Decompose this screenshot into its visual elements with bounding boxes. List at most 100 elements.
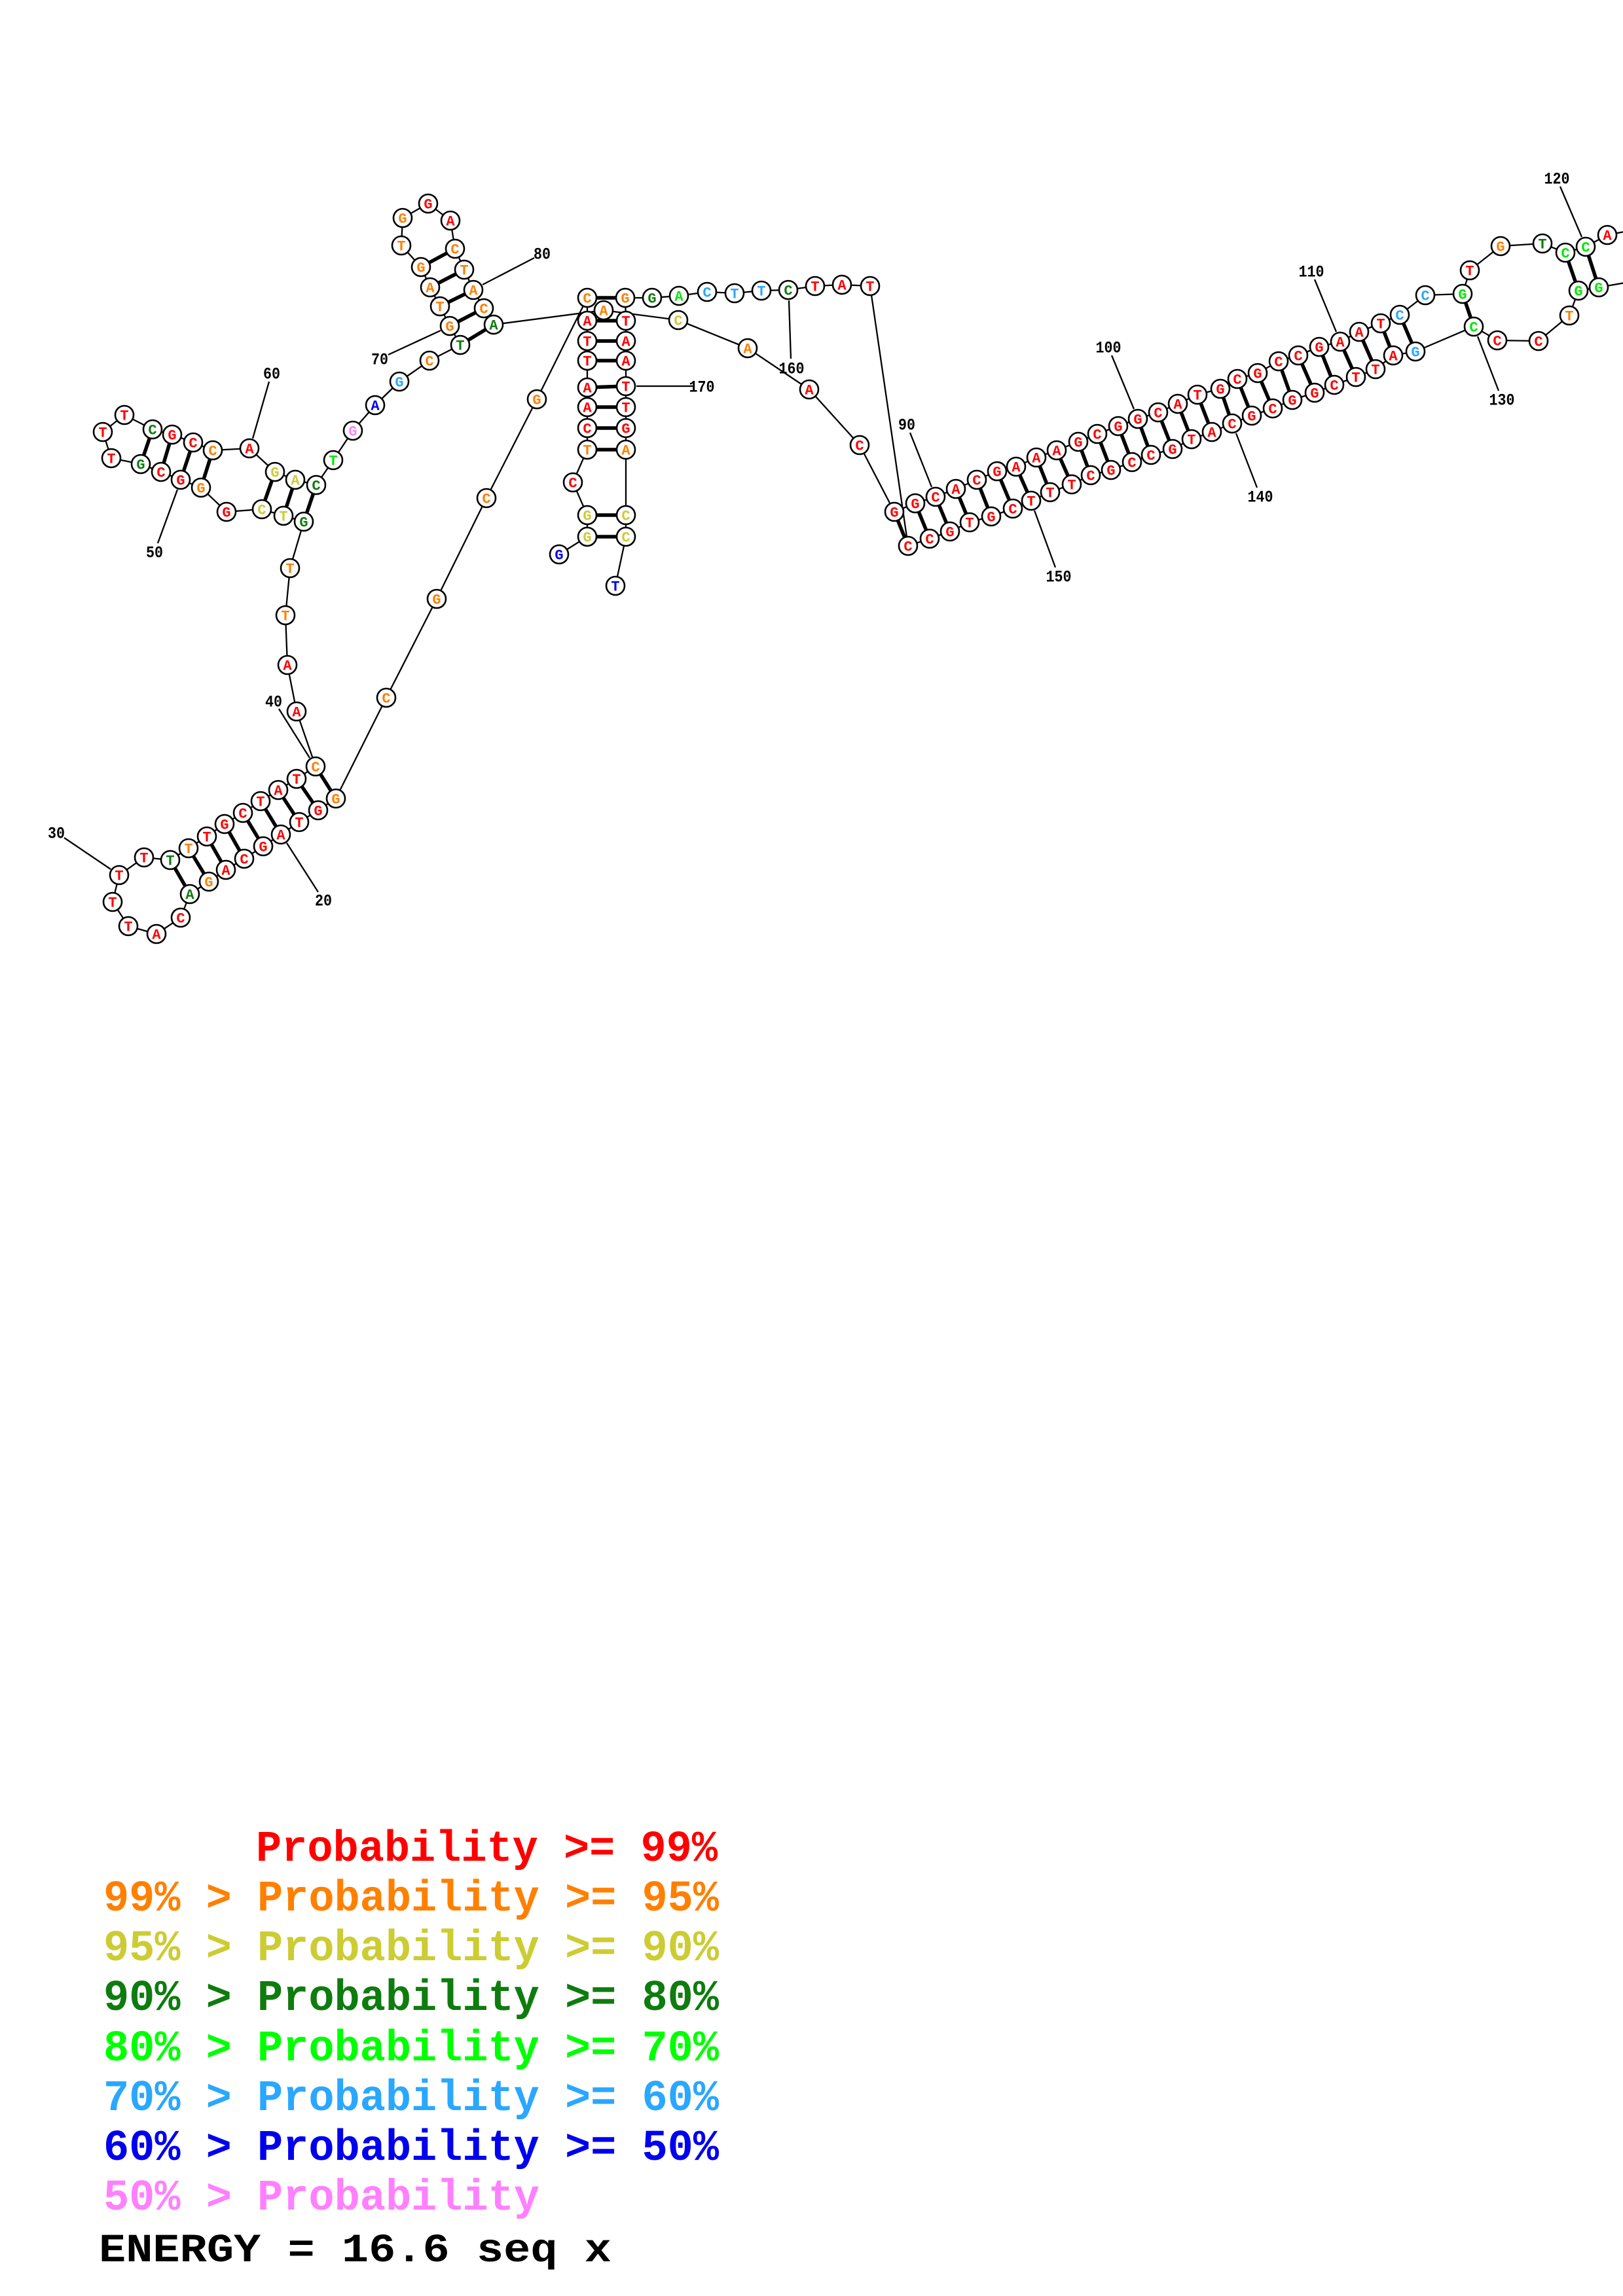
svg-text:T: T: [295, 816, 303, 832]
svg-text:C: C: [1093, 427, 1101, 444]
svg-text:C: C: [1233, 372, 1241, 389]
svg-text:G: G: [1310, 386, 1319, 403]
svg-text:A: A: [837, 278, 847, 295]
svg-text:40: 40: [265, 693, 282, 712]
svg-text:A: A: [1032, 451, 1041, 467]
svg-text:C: C: [1274, 355, 1283, 371]
svg-text:C: C: [972, 473, 981, 490]
svg-text:G: G: [299, 515, 308, 531]
svg-text:A: A: [152, 927, 161, 944]
svg-text:T: T: [98, 425, 107, 442]
svg-text:60: 60: [263, 365, 280, 384]
svg-text:A: A: [1389, 349, 1398, 365]
svg-text:A: A: [1336, 335, 1345, 351]
svg-text:C: C: [903, 539, 912, 556]
svg-text:A: A: [274, 783, 283, 800]
svg-text:T: T: [1565, 309, 1573, 325]
svg-text:A: A: [1207, 425, 1216, 442]
svg-text:C: C: [382, 691, 390, 708]
svg-text:G: G: [136, 457, 145, 474]
svg-text:A: A: [805, 383, 814, 399]
svg-text:A: A: [621, 443, 630, 459]
svg-text:T: T: [757, 284, 765, 300]
svg-text:70: 70: [371, 351, 388, 370]
svg-text:T: T: [202, 830, 211, 846]
svg-text:T: T: [456, 338, 464, 355]
svg-text:80% > Probability >= 70%: 80% > Probability >= 70%: [103, 2024, 720, 2074]
svg-text:C: C: [702, 285, 711, 302]
svg-text:G: G: [647, 291, 656, 308]
svg-text:A: A: [283, 658, 292, 675]
svg-text:G: G: [398, 211, 407, 228]
svg-text:C: C: [1395, 308, 1404, 325]
svg-text:A: A: [674, 289, 684, 306]
svg-text:T: T: [583, 443, 591, 459]
svg-text:C: C: [1561, 246, 1569, 262]
svg-text:C: C: [257, 503, 266, 519]
svg-text:T: T: [281, 609, 289, 625]
svg-text:G: G: [993, 465, 1001, 481]
svg-text:G: G: [583, 509, 591, 525]
svg-text:A: A: [221, 863, 230, 880]
svg-text:T: T: [1027, 494, 1035, 511]
svg-text:T: T: [611, 579, 619, 596]
svg-text:G: G: [348, 424, 357, 440]
svg-text:T: T: [120, 408, 128, 425]
svg-text:G: G: [220, 817, 228, 834]
svg-text:A: A: [743, 342, 752, 358]
svg-text:C: C: [784, 283, 792, 300]
svg-text:T: T: [115, 869, 123, 885]
svg-text:50% > Probability: 50% > Probability: [103, 2174, 539, 2223]
svg-text:A: A: [185, 888, 194, 904]
svg-text:95% > Probability >= 90%: 95% > Probability >= 90%: [103, 1924, 720, 1974]
svg-text:G: G: [555, 548, 563, 564]
svg-text:A: A: [599, 304, 608, 320]
svg-text:150: 150: [1046, 568, 1072, 587]
svg-text:C: C: [148, 423, 156, 439]
svg-text:C: C: [1330, 378, 1338, 395]
svg-text:50: 50: [146, 544, 163, 563]
svg-text:G: G: [196, 481, 205, 497]
svg-text:C: C: [1421, 289, 1429, 305]
svg-text:T: T: [460, 263, 468, 279]
svg-text:G: G: [911, 497, 919, 513]
svg-text:T: T: [124, 920, 132, 936]
svg-text:C: C: [1154, 406, 1162, 422]
svg-text:C: C: [156, 465, 165, 482]
svg-text:T: T: [1193, 388, 1201, 404]
svg-text:G: G: [1168, 442, 1176, 459]
svg-text:G: G: [987, 510, 995, 526]
svg-text:G: G: [1594, 281, 1603, 297]
svg-text:C: C: [238, 806, 247, 823]
svg-text:G: G: [583, 530, 591, 547]
svg-text:C: C: [1127, 456, 1136, 472]
svg-text:T: T: [285, 562, 294, 578]
svg-text:C: C: [189, 436, 197, 452]
svg-text:C: C: [311, 760, 319, 776]
svg-text:A: A: [245, 442, 254, 458]
svg-text:C: C: [425, 354, 433, 370]
svg-text:G: G: [1458, 287, 1467, 304]
svg-text:T: T: [166, 853, 174, 870]
svg-text:A: A: [446, 214, 455, 230]
svg-text:G: G: [204, 875, 213, 891]
svg-text:G: G: [890, 505, 898, 522]
svg-text:T: T: [730, 287, 739, 303]
svg-text:G: G: [1133, 412, 1142, 429]
svg-text:C: C: [1086, 469, 1095, 485]
svg-text:C: C: [1228, 417, 1236, 433]
svg-text:G: G: [1114, 420, 1122, 436]
svg-text:100: 100: [1096, 339, 1122, 358]
svg-text:T: T: [1465, 264, 1474, 280]
svg-text:C: C: [1469, 320, 1478, 336]
svg-text:T: T: [1046, 486, 1054, 502]
svg-text:A: A: [276, 828, 285, 844]
svg-text:G: G: [424, 197, 432, 213]
svg-text:110: 110: [1299, 263, 1324, 282]
svg-text:A: A: [583, 314, 592, 331]
svg-text:140: 140: [1248, 488, 1273, 507]
svg-text:G: G: [532, 393, 541, 409]
svg-text:A: A: [469, 283, 478, 300]
svg-text:A: A: [1012, 460, 1021, 476]
svg-text:T: T: [397, 239, 405, 255]
